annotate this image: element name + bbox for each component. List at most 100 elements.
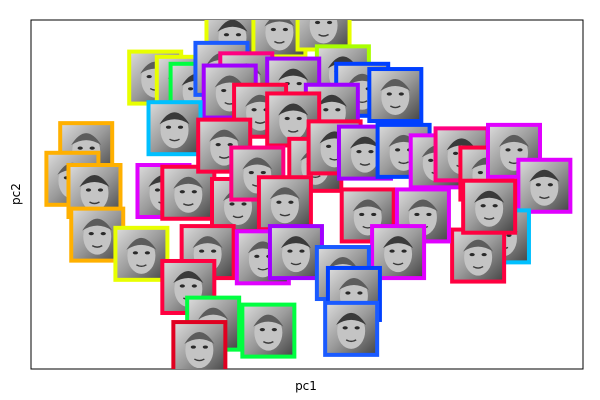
eye-shape [271,328,277,332]
mouth-shape [136,264,147,268]
hair-shape [242,157,273,170]
mouth-shape [290,262,302,266]
face-marker [160,164,217,221]
hair-shape [198,307,229,320]
mouth-shape [274,40,285,44]
eye-shape [296,116,302,121]
face-marker [265,91,322,148]
hair-shape [338,277,369,290]
face-icon [270,187,299,224]
eye-shape [177,125,184,129]
eye-shape [221,88,227,93]
face-icon [279,103,308,140]
eye-shape [88,232,94,236]
face-marker [256,175,313,232]
hair-shape [184,332,215,345]
eye-shape [288,200,294,204]
face-icon [80,175,109,212]
hair-shape [380,79,411,92]
eye-shape [342,326,348,330]
eye-shape [77,146,83,150]
mouth-shape [539,196,550,199]
eye-shape [535,183,541,187]
eye-shape [235,33,242,37]
face-icon [530,169,559,206]
eye-shape [335,108,341,112]
mouth-shape [287,129,299,133]
eye-shape [254,254,260,258]
eye-shape [100,232,106,236]
hair-shape [352,199,383,212]
eye-shape [386,92,392,96]
face-icon [381,79,410,116]
face-icon [464,239,493,276]
eye-shape [188,87,194,91]
face-marker [69,206,126,263]
points-layer [44,7,573,369]
face-marker [367,67,424,124]
hair-shape [309,7,339,19]
hair-shape [209,129,240,142]
hair-shape [407,199,438,212]
eye-shape [354,326,360,330]
eye-shape [284,116,290,121]
eye-shape [326,20,333,25]
hair-shape [327,257,358,270]
eye-shape [517,148,523,152]
eye-shape [165,125,172,129]
face-marker [370,224,427,281]
eye-shape [270,27,276,32]
hair-shape [278,68,309,81]
face-icon [83,218,112,255]
mouth-shape [263,340,274,344]
hair-shape [173,176,204,189]
eye-shape [414,212,420,217]
eye-shape [144,251,150,255]
eye-shape [179,284,185,288]
eye-shape [276,200,282,204]
face-icon [475,190,504,227]
face-icon [337,312,366,349]
eye-shape [191,190,197,194]
face-marker [516,157,573,214]
mouth-shape [389,105,401,109]
eye-shape [179,190,185,194]
eye-shape [389,249,395,253]
eye-shape [359,212,365,217]
hair-shape [192,236,223,249]
face-marker [179,224,236,281]
face-marker [240,302,297,359]
hair-shape [214,75,245,88]
face-marker [146,100,203,157]
face-marker [267,224,324,281]
hair-shape [446,138,477,151]
hair-shape [217,20,248,32]
eye-shape [259,328,265,332]
eye-shape [323,108,329,112]
mouth-shape [345,339,357,343]
mouth-shape [182,203,194,206]
eye-shape [395,148,401,152]
eye-shape [480,204,486,208]
hair-shape [280,236,311,249]
mouth-shape [472,265,484,269]
mouth-shape [232,215,244,219]
mouth-shape [169,138,180,142]
mouth-shape [392,262,404,266]
eye-shape [251,108,257,112]
eye-shape [241,202,247,206]
mouth-shape [318,33,329,37]
face-icon [127,237,156,274]
hair-shape [349,136,380,149]
eye-shape [469,252,475,257]
eye-shape [85,188,92,192]
face-icon [254,314,283,351]
hair-shape [159,112,190,125]
eye-shape [326,144,332,148]
eye-shape [229,202,235,206]
eye-shape [282,27,288,32]
eye-shape [97,188,104,192]
hair-shape [499,134,529,147]
mouth-shape [91,245,103,248]
